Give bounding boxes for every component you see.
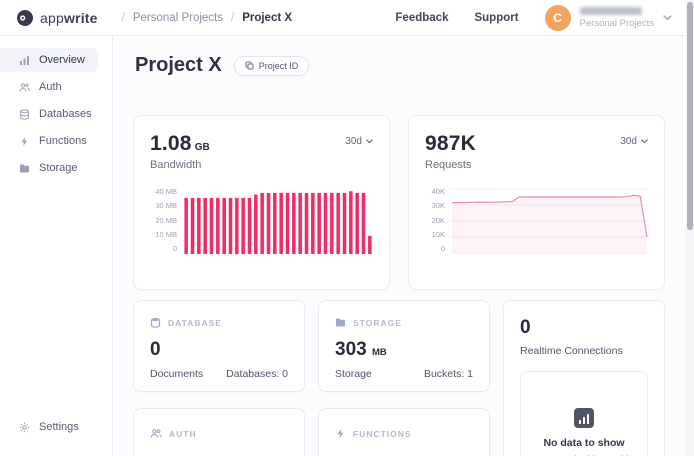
database-icon <box>150 317 161 328</box>
bandwidth-value: 1.08 <box>150 132 192 155</box>
sidebar-item-settings[interactable]: Settings <box>0 415 84 439</box>
bandwidth-card: 1.08 GB Bandwidth 30d 40 MB 30 MB 20 MB 10 M… <box>133 115 390 290</box>
chevron-down-icon <box>366 139 373 144</box>
top-bar: appwrite / Personal Projects / Project X… <box>0 0 686 36</box>
sidebar-item-auth[interactable]: Auth <box>0 75 98 99</box>
main-content: Project X Project ID 1.08 GB Bandwidth 30… <box>114 36 686 456</box>
storage-unit: MB <box>371 347 387 358</box>
sidebar-item-label: Settings <box>39 421 79 433</box>
chevron-down-icon <box>641 139 648 144</box>
bandwidth-y-axis: 40 MB 30 MB 20 MB 10 MB 0 <box>155 187 177 253</box>
buckets-count: Buckets: 1 <box>423 368 473 380</box>
bar-chart-icon <box>19 55 30 66</box>
database-card[interactable]: DATABASE 0 Documents Databases: 0 <box>133 300 305 392</box>
account-name-redacted <box>579 6 642 15</box>
gear-icon <box>19 422 30 433</box>
sidebar-item-label: Databases <box>39 108 92 120</box>
bandwidth-chart: 40 MB 30 MB 20 MB 10 MB 0 <box>150 187 373 254</box>
auth-card[interactable]: AUTH <box>133 408 305 456</box>
project-id-button[interactable]: Project ID <box>233 55 310 76</box>
functions-category-label: FUNCTIONS <box>353 428 412 439</box>
realtime-card: 0 Realtime Connections No data to show G… <box>503 300 665 456</box>
sidebar-item-label: Storage <box>39 162 78 174</box>
sidebar-item-databases[interactable]: Databases <box>0 102 98 126</box>
appwrite-logo[interactable]: appwrite <box>16 9 98 27</box>
storage-size: 303 MB <box>335 339 387 360</box>
breadcrumb-separator: / <box>230 11 235 24</box>
functions-card[interactable]: FUNCTIONS <box>318 408 490 456</box>
sidebar-item-label: Overview <box>39 54 85 66</box>
sidebar-item-label: Functions <box>39 135 87 147</box>
requests-chart: 40K 30K 20K 10K 0 <box>425 187 648 254</box>
database-icon <box>19 108 30 120</box>
bandwidth-bar-plot <box>184 191 372 254</box>
realtime-connections-label: Realtime Connections <box>520 345 623 357</box>
requests-y-axis: 40K 30K 20K 10K 0 <box>431 187 445 253</box>
requests-line-plot <box>451 188 648 254</box>
bandwidth-unit: GB <box>194 142 210 153</box>
breadcrumb-org[interactable]: Personal Projects <box>132 11 223 24</box>
sidebar-item-label: Auth <box>39 81 62 93</box>
feedback-link[interactable]: Feedback <box>395 11 449 24</box>
account-menu[interactable]: C Personal Projects <box>544 4 672 31</box>
bandwidth-label: Bandwidth <box>150 159 202 171</box>
lightning-icon <box>19 136 30 147</box>
no-data-title: No data to show <box>543 437 625 449</box>
requests-card: 987K Requests 30d 40K 30K 20K 10K 0 <box>408 115 665 290</box>
storage-category-label: STORAGE <box>353 317 402 328</box>
requests-value: 987K <box>425 132 477 155</box>
databases-count: Databases: 0 <box>226 368 288 380</box>
sidebar-item-storage[interactable]: Storage <box>0 156 98 180</box>
support-link[interactable]: Support <box>474 11 519 24</box>
sidebar-item-overview[interactable]: Overview <box>0 48 98 72</box>
lightning-icon <box>335 428 346 439</box>
documents-count: 0 <box>150 339 161 360</box>
realtime-connections-count: 0 <box>520 317 531 338</box>
account-meta: Personal Projects <box>579 6 654 29</box>
storage-label: Storage <box>335 368 372 380</box>
bandwidth-range-select[interactable]: 30d <box>345 136 373 147</box>
scrollbar-thumb[interactable] <box>687 2 693 230</box>
requests-stat: 987K Requests <box>425 132 476 171</box>
database-category-label: DATABASE <box>168 317 222 328</box>
page-header: Project X Project ID <box>135 54 310 77</box>
sidebar: Overview Auth Databases Functions Storag… <box>0 36 113 456</box>
appwrite-logo-icon <box>17 9 33 26</box>
bandwidth-stat: 1.08 GB Bandwidth <box>150 132 210 171</box>
breadcrumb-project[interactable]: Project X <box>242 11 293 24</box>
requests-range-select[interactable]: 30d <box>620 136 648 147</box>
requests-label: Requests <box>425 159 472 171</box>
users-icon <box>19 82 30 93</box>
chevron-down-icon <box>663 14 672 20</box>
page-title: Project X <box>135 54 222 76</box>
project-id-label: Project ID <box>258 60 299 71</box>
folder-icon <box>335 317 346 328</box>
auth-category-label: AUTH <box>169 428 197 439</box>
realtime-empty-state: No data to show Get started with Realtim… <box>520 371 648 456</box>
page-scrollbar <box>686 0 694 456</box>
documents-label: Documents <box>150 368 204 380</box>
logo-text: appwrite <box>40 9 98 26</box>
avatar: C <box>544 4 571 31</box>
copy-icon <box>245 61 254 70</box>
folder-icon <box>19 163 30 174</box>
sidebar-item-functions[interactable]: Functions <box>0 129 98 153</box>
storage-card[interactable]: STORAGE 303 MB Storage Buckets: 1 <box>318 300 490 392</box>
users-icon <box>150 428 162 439</box>
no-data-chart-icon <box>574 408 594 428</box>
account-org-label: Personal Projects <box>579 17 654 29</box>
breadcrumb-separator: / <box>121 11 125 24</box>
get-started-realtime-link[interactable]: Get started with Realtime <box>525 454 643 456</box>
breadcrumb: / Personal Projects / Project X <box>122 12 292 24</box>
header-actions: Feedback Support C Personal Projects <box>395 4 672 31</box>
